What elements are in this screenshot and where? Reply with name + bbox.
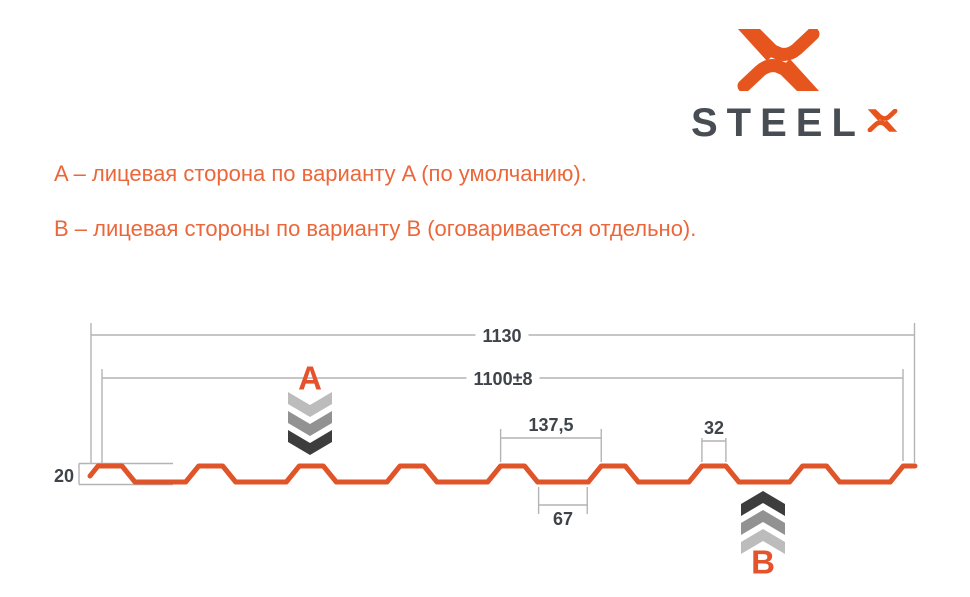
profile-outline (87, 463, 918, 485)
dim-rib-top-width: 32 (700, 418, 728, 438)
dimension-lines (78, 323, 916, 514)
dim-overall-width: 1130 (475, 326, 529, 346)
dim-profile-height: 20 (51, 466, 77, 486)
note-variant-b: B – лицевая стороны по варианту B (огова… (54, 216, 697, 241)
logo-wordmark-text: STEEL (691, 101, 865, 145)
dim-rib-bottom-width: 67 (549, 509, 577, 529)
side-b-label: B (751, 543, 775, 581)
logo-wordmark: STEEL (691, 103, 898, 147)
dim-rib-pitch: 137,5 (521, 415, 581, 435)
side-b-chevrons-up-icon (741, 491, 785, 554)
side-a-label: A (298, 359, 322, 397)
side-a-chevrons-down-icon (288, 392, 332, 455)
note-variant-a: A – лицевая сторона по варианту A (по ум… (54, 161, 587, 186)
dim-working-width: 1100±8 (466, 369, 540, 389)
logo-block: STEEL (0, 0, 970, 160)
